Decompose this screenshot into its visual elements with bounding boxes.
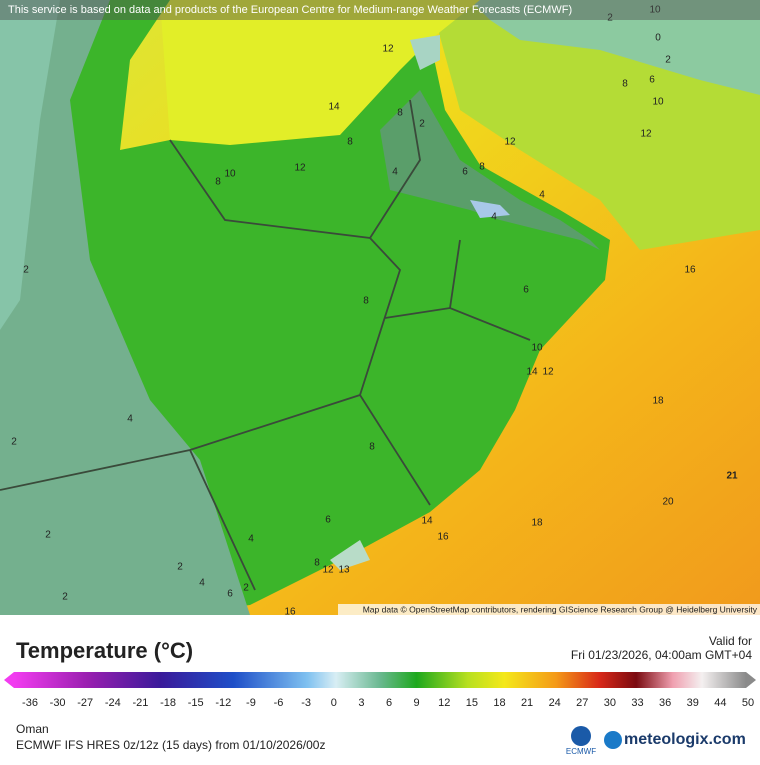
contour-label: 4 bbox=[248, 534, 254, 545]
banner: This service is based on data and produc… bbox=[8, 4, 572, 16]
colorbar-arrow-left bbox=[4, 672, 14, 688]
contour-label: 2 bbox=[243, 583, 249, 594]
colorbar-tick-label: 24 bbox=[549, 697, 561, 709]
colorbar-tick-label: 39 bbox=[687, 697, 699, 709]
colorbar-tick-label: -3 bbox=[301, 697, 311, 709]
contour-label: 18 bbox=[531, 518, 543, 529]
contour-label: 6 bbox=[523, 285, 529, 296]
colorbar-ticks: -36 -30 -27 -24 -21 -18 -15 -12 -9 -6 -3 0 3 6 9 12 15 18… bbox=[22, 697, 754, 709]
colorbar-tick-label: -36 bbox=[22, 697, 38, 709]
map-background bbox=[0, 0, 760, 615]
contour-label: 10 bbox=[531, 343, 543, 354]
contour-label: 10 bbox=[652, 97, 664, 108]
contour-label: 6 bbox=[227, 589, 233, 600]
colorbar-tick-label: 9 bbox=[414, 697, 420, 709]
colorbar-tick-label: 50 bbox=[742, 697, 754, 709]
banner-bg bbox=[0, 0, 760, 20]
contour-label: 2 bbox=[607, 13, 613, 24]
contour-label: 12 bbox=[542, 367, 554, 378]
contour-label: 8 bbox=[215, 177, 221, 188]
colorbar bbox=[14, 672, 746, 688]
contour-label: 4 bbox=[539, 190, 545, 201]
colorbar-tick-label: 0 bbox=[331, 697, 337, 709]
colorbar-tick-label: 44 bbox=[714, 697, 726, 709]
contour-label: 4 bbox=[392, 167, 398, 178]
colorbar-tick-label: 18 bbox=[493, 697, 505, 709]
contour-label: 16 bbox=[437, 532, 449, 543]
colorbar-tick-label: 6 bbox=[386, 697, 392, 709]
contour-label: 2 bbox=[665, 55, 671, 66]
legend-title: Temperature (°C) bbox=[16, 638, 193, 663]
contour-label: 21 bbox=[726, 471, 738, 482]
colorbar-tick-label: -27 bbox=[77, 697, 93, 709]
contour-label: 4 bbox=[127, 414, 133, 425]
contour-label: 16 bbox=[284, 607, 296, 618]
contour-label: 6 bbox=[325, 515, 331, 526]
colorbar-tick-label: -9 bbox=[246, 697, 256, 709]
region: Oman bbox=[16, 722, 49, 736]
contour-label: 2 bbox=[11, 437, 17, 448]
contour-label: 14 bbox=[328, 102, 340, 113]
colorbar-tick-label: -6 bbox=[274, 697, 284, 709]
valid-label: Valid for bbox=[709, 634, 752, 648]
contour-label: 2 bbox=[23, 265, 29, 276]
colorbar-tick-label: -12 bbox=[215, 697, 231, 709]
contour-label: 14 bbox=[526, 367, 538, 378]
contour-label: 8 bbox=[397, 108, 403, 119]
contour-label: 8 bbox=[314, 558, 320, 569]
contour-label: 6 bbox=[649, 75, 655, 86]
contour-label: 2 bbox=[62, 592, 68, 603]
brand-logo: meteologix.com bbox=[624, 731, 746, 748]
contour-label: 8 bbox=[363, 296, 369, 307]
contour-label: 8 bbox=[479, 162, 485, 173]
contour-label: 20 bbox=[662, 497, 674, 508]
colorbar-tick-label: -15 bbox=[188, 697, 204, 709]
contour-label: 12 bbox=[382, 44, 394, 55]
contour-label: 8 bbox=[369, 442, 375, 453]
contour-label: 4 bbox=[491, 212, 497, 223]
contour-label: 2 bbox=[45, 530, 51, 541]
contour-label: 0 bbox=[655, 33, 661, 44]
contour-label: 10 bbox=[224, 169, 236, 180]
attribution-bg bbox=[338, 604, 760, 615]
contour-label: 18 bbox=[652, 396, 664, 407]
colorbar-arrow-right bbox=[746, 672, 756, 688]
attribution: Map data © OpenStreetMap contributors, r… bbox=[363, 604, 758, 614]
colorbar-tick-label: 12 bbox=[438, 697, 450, 709]
contour-label: 16 bbox=[684, 265, 696, 276]
ecmwf-logo: ECMWF bbox=[566, 747, 596, 756]
borders bbox=[0, 99, 531, 591]
colorbar-tick-label: 30 bbox=[604, 697, 616, 709]
contour-label: 13 bbox=[338, 565, 350, 576]
contour-label: 14 bbox=[421, 516, 433, 527]
contour-label: 6 bbox=[462, 167, 468, 178]
colorbar-tick-label: 33 bbox=[631, 697, 643, 709]
contour-label: 12 bbox=[322, 565, 334, 576]
contour-label: 12 bbox=[504, 137, 516, 148]
contour-label: 4 bbox=[199, 578, 205, 589]
colorbar-tick-label: -18 bbox=[160, 697, 176, 709]
contour-label: 2 bbox=[177, 562, 183, 573]
colorbar-tick-label: 3 bbox=[358, 697, 364, 709]
colorbar-tick-label: 27 bbox=[576, 697, 588, 709]
contour-label: 8 bbox=[347, 137, 353, 148]
contour-label: 10 bbox=[649, 5, 661, 16]
ecmwf-icon bbox=[571, 726, 591, 746]
brand-icon bbox=[604, 731, 622, 749]
valid-time: Fri 01/23/2026, 04:00am GMT+04 bbox=[571, 648, 752, 662]
contour-label: 2 bbox=[419, 119, 425, 130]
contour-label: 8 bbox=[622, 79, 628, 90]
model-info: ECMWF IFS HRES 0z/12z (15 days) from 01/… bbox=[16, 738, 325, 752]
contour-label: 12 bbox=[294, 163, 306, 174]
colorbar-tick-label: -24 bbox=[105, 697, 121, 709]
contour-label: 12 bbox=[640, 129, 652, 140]
colorbar-tick-label: -21 bbox=[133, 697, 149, 709]
colorbar-tick-label: -30 bbox=[50, 697, 66, 709]
colorbar-tick-label: 21 bbox=[521, 697, 533, 709]
contour-labels: 1020268101214812121012828468442168610141… bbox=[11, 5, 738, 618]
colorbar-tick-label: 36 bbox=[659, 697, 671, 709]
colorbar-tick-label: 15 bbox=[466, 697, 478, 709]
